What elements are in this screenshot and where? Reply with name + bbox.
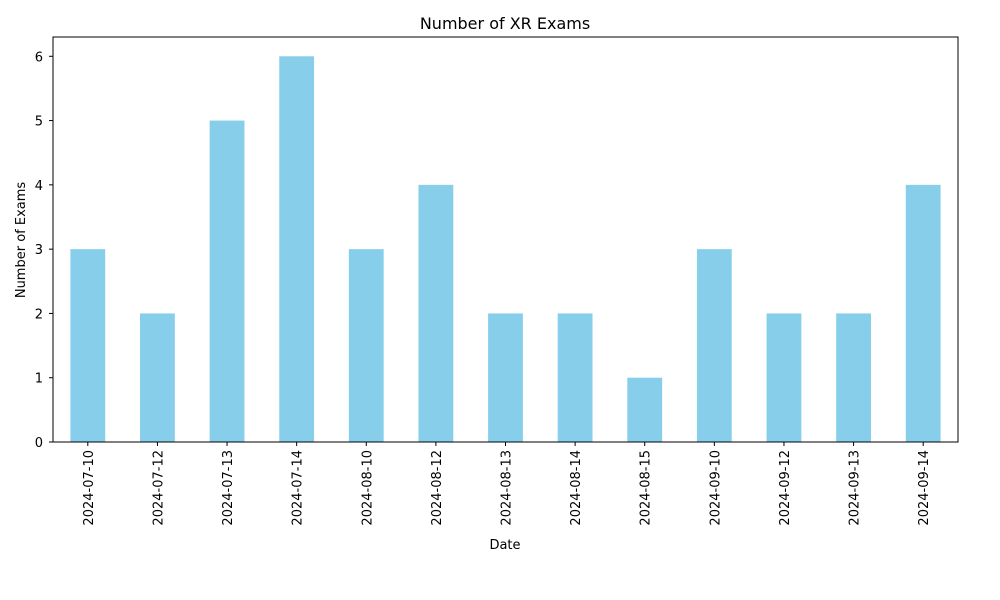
y-tick-label: 5 [35, 115, 43, 130]
y-tick-label: 3 [35, 243, 43, 258]
plot-frame [52, 36, 959, 443]
x-tick-label: 2024-08-14 [569, 450, 584, 526]
bar-2024-08-14 [557, 313, 593, 442]
bar-2024-08-15 [627, 377, 663, 442]
y-tick-label: 0 [35, 436, 43, 451]
x-tick-label: 2024-07-10 [82, 450, 97, 526]
bar-2024-09-14 [905, 184, 941, 442]
x-tick-label: 2024-07-14 [291, 450, 306, 526]
y-axis-title: Number of Exams [14, 182, 29, 299]
y-axis: 0 1 2 3 4 5 6 [35, 50, 53, 451]
bar-2024-09-13 [836, 313, 871, 442]
x-tick-label: 2024-09-13 [848, 450, 863, 526]
x-tick-label: 2024-09-14 [917, 450, 932, 526]
y-tick-label: 4 [35, 179, 43, 194]
y-tick-label: 6 [35, 50, 43, 65]
x-axis: 2024-07-10 2024-07-12 2024-07-13 2024-07-14… [82, 442, 932, 526]
bar-2024-07-13 [209, 120, 245, 443]
bar-2024-09-10 [696, 249, 732, 442]
y-tick-label: 1 [35, 372, 43, 387]
x-tick-label: 2024-08-12 [430, 450, 445, 526]
x-tick-label: 2024-09-10 [708, 450, 723, 526]
bar-2024-07-14 [279, 56, 315, 443]
bar-2024-08-13 [488, 313, 523, 442]
chart-title: Number of XR Exams [420, 14, 590, 33]
x-axis-title: Date [489, 538, 520, 553]
x-tick-label: 2024-09-12 [778, 450, 793, 526]
bar-2024-08-12 [418, 184, 454, 442]
x-tick-label: 2024-08-10 [360, 450, 375, 526]
bars-group [70, 56, 941, 443]
x-tick-label: 2024-08-15 [639, 450, 654, 526]
bar-2024-09-12 [766, 313, 802, 442]
bar-2024-07-10 [70, 249, 106, 442]
x-tick-label: 2024-07-12 [151, 450, 166, 526]
bar-2024-08-10 [348, 249, 384, 442]
x-tick-label: 2024-07-13 [221, 450, 236, 526]
y-tick-label: 2 [35, 307, 43, 322]
x-tick-label: 2024-08-13 [500, 450, 515, 526]
bar-2024-07-12 [140, 313, 175, 442]
